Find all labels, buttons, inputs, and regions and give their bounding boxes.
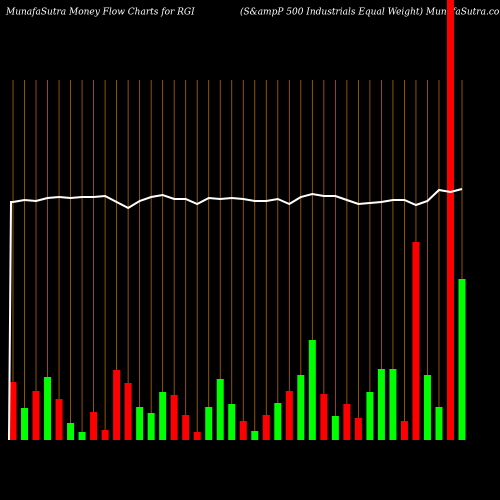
bar [32, 391, 40, 440]
bar [320, 394, 328, 440]
bar [377, 369, 385, 440]
bar [113, 370, 121, 440]
bar [297, 375, 305, 440]
bar [354, 418, 362, 440]
bar [90, 412, 98, 440]
bar [67, 423, 75, 440]
chart-title: MunafaSutra Money Flow Charts for RGI [5, 8, 195, 18]
flow-line-start [8, 201, 13, 441]
chart-subtitle: (S&ampP 500 Industrials Equal Weight) Mu… [240, 7, 500, 18]
bar [389, 369, 397, 440]
bar [285, 391, 293, 440]
bar [159, 392, 167, 440]
bar [147, 413, 155, 440]
bar [412, 242, 420, 440]
bar [239, 421, 247, 440]
bar [193, 432, 201, 440]
bar [343, 404, 351, 440]
flow-line [12, 188, 463, 210]
bar [262, 415, 270, 440]
bar [423, 375, 431, 440]
bar [228, 404, 236, 440]
bar [78, 432, 86, 440]
bar [331, 416, 339, 440]
bar [170, 395, 178, 440]
bar [136, 407, 144, 440]
bar [21, 408, 29, 440]
bar [400, 421, 408, 440]
bar [205, 407, 213, 440]
bar [216, 379, 224, 440]
bar [458, 279, 466, 440]
bar [101, 430, 109, 440]
bar [9, 382, 17, 440]
bar [366, 392, 374, 440]
bar [308, 340, 316, 440]
bar [182, 415, 190, 440]
bar [274, 403, 282, 440]
bar [124, 383, 132, 440]
bar [435, 407, 443, 440]
bar [55, 399, 63, 440]
bar [446, 0, 454, 440]
bar [44, 377, 52, 440]
bar [251, 431, 259, 440]
